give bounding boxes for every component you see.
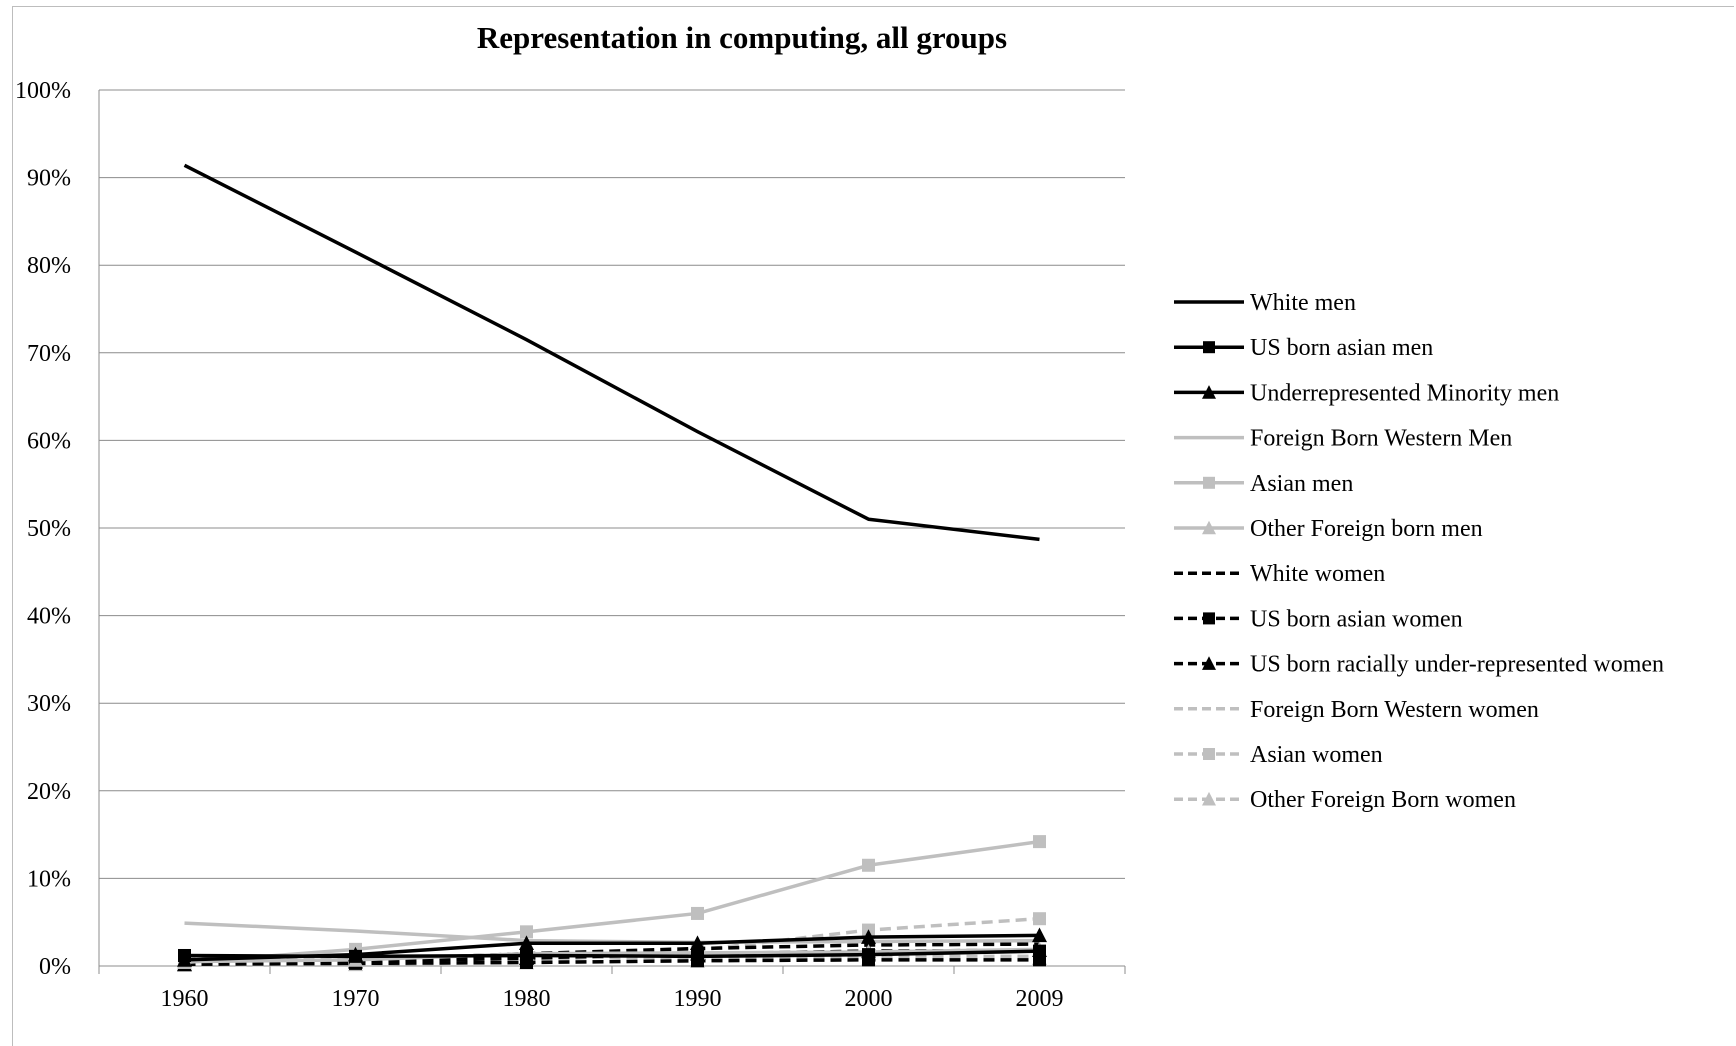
legend-item: US born asian women: [1174, 606, 1463, 632]
square-marker: [1033, 944, 1046, 958]
x-tick-label: 1990: [674, 986, 722, 1012]
legend-label: Asian men: [1250, 471, 1353, 497]
axes: 1960 1970 1980 1990 2000 2009: [98, 90, 1126, 1012]
triangle-marker: [861, 929, 876, 944]
square-marker: [520, 925, 533, 939]
legend-item: Foreign Born Western women: [1174, 697, 1539, 723]
gridlines: 0% 10% 20% 30% 40% 50% 60% 70% 80% 90% 100%: [15, 78, 1125, 980]
square-marker: [178, 948, 191, 962]
series-line: [184, 921, 1040, 945]
series-line: [184, 949, 1040, 959]
series-us-born-asian-men: [178, 944, 1046, 963]
legend-item: White men: [1174, 290, 1356, 316]
legend-label: Other Foreign Born women: [1250, 787, 1516, 813]
legend-label: US born asian women: [1250, 606, 1463, 632]
triangle-marker: [690, 935, 705, 951]
y-tick-label: 100%: [15, 78, 71, 104]
legend-label: Foreign Born Western women: [1250, 697, 1539, 723]
y-tick-label: 10%: [27, 866, 71, 892]
series-foreign-born-western-men: [184, 921, 1040, 945]
legend-label: White women: [1250, 561, 1385, 587]
series-line: [184, 839, 1040, 965]
triangle-marker: [1202, 385, 1216, 399]
triangle-marker: [1202, 656, 1216, 670]
square-marker: [1033, 912, 1046, 926]
y-tick-label: 70%: [27, 341, 71, 367]
square-marker: [1203, 612, 1215, 625]
legend-item: Asian men: [1174, 471, 1353, 497]
chart-frame: [12, 6, 1734, 1046]
y-tick-label: 60%: [27, 428, 71, 454]
y-tick-label: 30%: [27, 691, 71, 717]
triangle-marker: [1032, 927, 1047, 943]
y-tick-label: 40%: [27, 604, 71, 630]
triangle-marker: [1202, 520, 1216, 535]
series-white-men: [183, 163, 1040, 542]
legend-label: Asian women: [1250, 742, 1383, 768]
series-asian-men: [178, 835, 1046, 969]
legend-item: Foreign Born Western Men: [1174, 426, 1512, 452]
series-lines: [177, 163, 1047, 972]
square-marker: [691, 949, 704, 963]
series-line: [184, 947, 1040, 964]
legend-item: Other Foreign born men: [1174, 516, 1483, 542]
legend-label: US born asian men: [1250, 335, 1433, 361]
square-marker: [691, 906, 704, 920]
square-marker: [1203, 476, 1215, 489]
x-tick-label: 2009: [1016, 986, 1064, 1012]
y-tick-label: 20%: [27, 779, 71, 805]
triangle-marker: [519, 935, 534, 951]
square-marker: [1203, 748, 1215, 760]
legend-label: Foreign Born Western Men: [1250, 426, 1512, 452]
square-marker: [1033, 835, 1046, 849]
x-tick-label: 1970: [332, 986, 380, 1012]
square-marker: [520, 948, 533, 962]
square-marker: [1203, 341, 1215, 354]
x-tick-label: 2000: [845, 986, 893, 1012]
legend-item: Asian women: [1174, 742, 1383, 768]
square-marker: [862, 948, 875, 962]
legend-label: Underrepresented Minority men: [1250, 380, 1559, 406]
y-tick-label: 0%: [39, 954, 71, 980]
chart-title: Representation in computing, all groups: [477, 20, 1007, 55]
legend-item: US born asian men: [1174, 335, 1433, 361]
legend-label: White men: [1250, 290, 1356, 316]
legend-item: Underrepresented Minority men: [1174, 380, 1559, 406]
series-line: [183, 163, 1040, 542]
x-tick-label: 1960: [161, 986, 209, 1012]
triangle-marker: [1202, 791, 1216, 806]
y-tick-label: 50%: [27, 516, 71, 542]
x-tick-label: 1980: [503, 986, 551, 1012]
y-tick-label: 80%: [27, 253, 71, 279]
series-line: [184, 958, 1040, 966]
square-marker: [862, 858, 875, 872]
square-marker: [349, 949, 362, 963]
legend-label: Other Foreign born men: [1250, 516, 1483, 542]
legend: White men US born asian men Underrepresent…: [1174, 290, 1664, 813]
legend-label: US born racially under-represented women: [1250, 652, 1664, 678]
legend-item: White women: [1174, 561, 1385, 587]
legend-item: US born racially under-represented women: [1174, 652, 1664, 678]
legend-item: Other Foreign Born women: [1174, 787, 1516, 813]
y-tick-label: 90%: [27, 166, 71, 192]
